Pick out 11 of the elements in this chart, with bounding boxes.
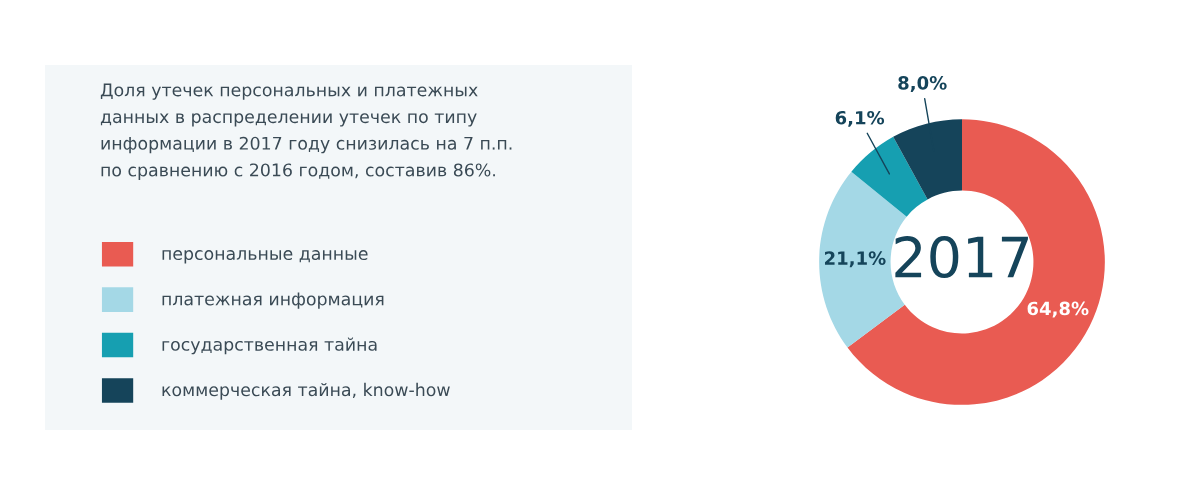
legend-label: государственная тайна	[162, 337, 377, 355]
data-label: 6,1%	[835, 110, 885, 127]
data-label: 8,0%	[898, 76, 947, 92]
donut-slice	[851, 136, 928, 217]
data-label: 21,1%	[824, 251, 886, 268]
data-label: 64,8%	[1027, 301, 1089, 318]
legend-label: платежная информация	[162, 292, 384, 309]
legend-label: персональные данные	[162, 250, 368, 264]
text: Доля утечек персональных и платежных данных в распределении утечек по типу информации в 2017 году снизилась на 7 п.п. по сравнению с 2016 годом, составив 86%.	[100, 83, 512, 180]
legend-label: коммерческая тайна, know-how	[162, 382, 450, 400]
text: 2017	[895, 236, 1028, 279]
